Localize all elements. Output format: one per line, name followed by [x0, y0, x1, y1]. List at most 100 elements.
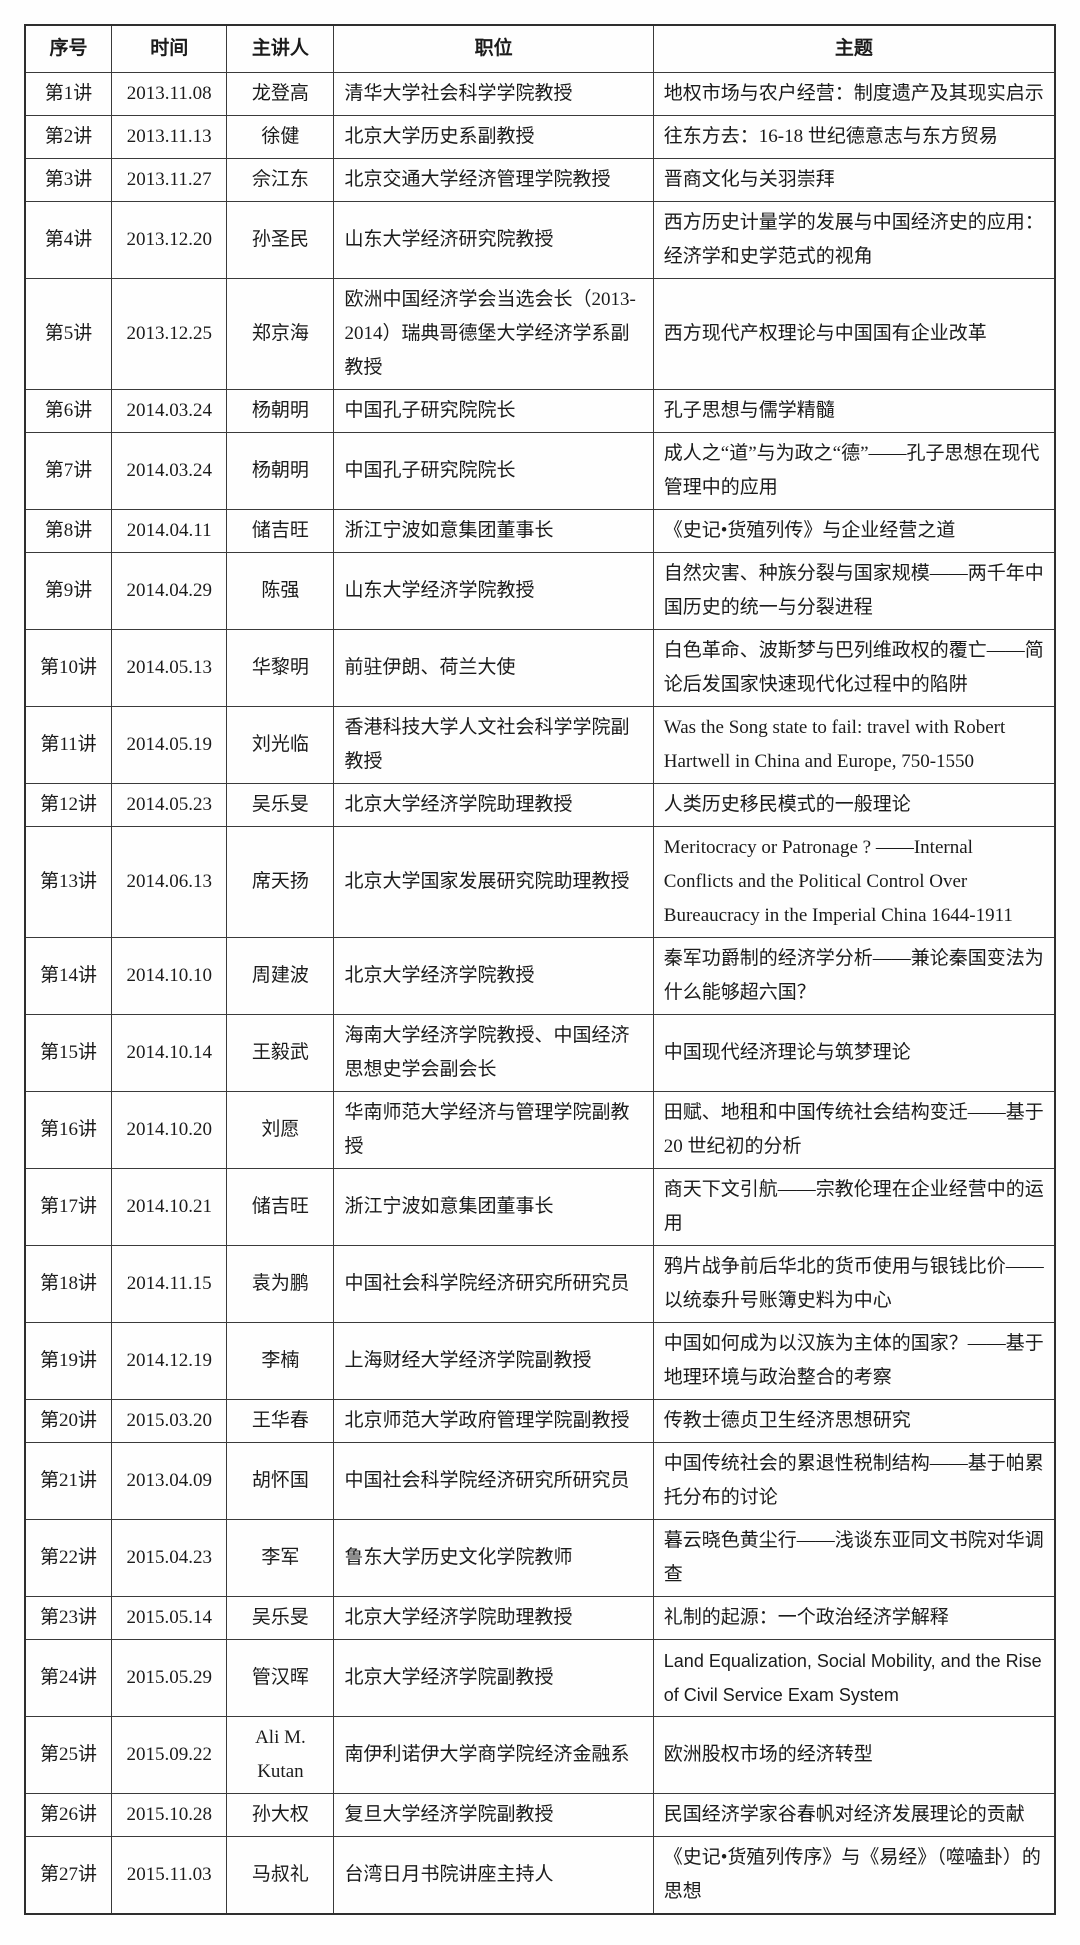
cell-date: 2015.11.03	[111, 1836, 228, 1915]
cell-lecture-no: 第21讲	[24, 1442, 113, 1520]
cell-date: 2014.10.20	[111, 1091, 228, 1169]
cell-topic: 成人之“道”与为政之“德”——孔子思想在现代管理中的应用	[652, 432, 1056, 510]
cell-speaker: 郑京海	[226, 278, 335, 390]
cell-speaker: 杨朝明	[226, 432, 335, 510]
cell-topic: 中国现代经济理论与筑梦理论	[652, 1014, 1056, 1092]
cell-date: 2014.04.29	[111, 552, 228, 630]
cell-date: 2015.03.20	[111, 1399, 228, 1443]
cell-position: 山东大学经济学院教授	[333, 552, 654, 630]
cell-date: 2013.12.25	[111, 278, 228, 390]
cell-speaker: 陈强	[226, 552, 335, 630]
cell-date: 2014.10.10	[111, 937, 228, 1015]
cell-topic: 自然灾害、种族分裂与国家规模——两千年中国历史的统一与分裂进程	[652, 552, 1056, 630]
cell-position: 香港科技大学人文社会科学学院副教授	[333, 706, 654, 784]
header-speaker: 主讲人	[226, 24, 335, 73]
cell-speaker: 王毅武	[226, 1014, 335, 1092]
table-row: 第27讲 2015.11.03 马叔礼 台湾日月书院讲座主持人 《史记•货殖列传…	[24, 1836, 1056, 1915]
cell-topic: 白色革命、波斯梦与巴列维政权的覆亡——简论后发国家快速现代化过程中的陷阱	[652, 629, 1056, 707]
cell-date: 2014.10.21	[111, 1168, 228, 1246]
table-row: 第12讲 2014.05.23 吴乐旻 北京大学经济学院助理教授 人类历史移民模…	[24, 783, 1056, 827]
cell-speaker: 席天扬	[226, 826, 335, 938]
cell-date: 2014.12.19	[111, 1322, 228, 1400]
cell-speaker: 徐健	[226, 115, 335, 159]
cell-lecture-no: 第19讲	[24, 1322, 113, 1400]
cell-lecture-no: 第25讲	[24, 1716, 113, 1794]
table-row: 第1讲 2013.11.08 龙登高 清华大学社会科学学院教授 地权市场与农户经…	[24, 72, 1056, 116]
cell-date: 2014.03.24	[111, 389, 228, 433]
header-date: 时间	[111, 24, 228, 73]
cell-lecture-no: 第12讲	[24, 783, 113, 827]
header-position: 职位	[333, 24, 654, 73]
cell-speaker: 管汉晖	[226, 1639, 335, 1717]
cell-speaker: 吴乐旻	[226, 1596, 335, 1640]
cell-topic: 地权市场与农户经营：制度遗产及其现实启示	[652, 72, 1056, 116]
cell-topic: 欧洲股权市场的经济转型	[652, 1716, 1056, 1794]
table-row: 第26讲 2015.10.28 孙大权 复旦大学经济学院副教授 民国经济学家谷春…	[24, 1793, 1056, 1837]
cell-topic: 中国传统社会的累退性税制结构——基于帕累托分布的讨论	[652, 1442, 1056, 1520]
cell-speaker: 胡怀国	[226, 1442, 335, 1520]
cell-date: 2014.03.24	[111, 432, 228, 510]
cell-topic: 民国经济学家谷春帆对经济发展理论的贡献	[652, 1793, 1056, 1837]
cell-position: 山东大学经济研究院教授	[333, 201, 654, 279]
cell-position: 浙江宁波如意集团董事长	[333, 509, 654, 553]
cell-speaker: 李楠	[226, 1322, 335, 1400]
cell-date: 2014.06.13	[111, 826, 228, 938]
cell-lecture-no: 第6讲	[24, 389, 113, 433]
table-row: 第9讲 2014.04.29 陈强 山东大学经济学院教授 自然灾害、种族分裂与国…	[24, 552, 1056, 630]
cell-date: 2013.11.08	[111, 72, 228, 116]
cell-lecture-no: 第15讲	[24, 1014, 113, 1092]
cell-position: 复旦大学经济学院副教授	[333, 1793, 654, 1837]
table-row: 第6讲 2014.03.24 杨朝明 中国孔子研究院院长 孔子思想与儒学精髓	[24, 389, 1056, 433]
cell-topic: 晋商文化与关羽崇拜	[652, 158, 1056, 202]
table-row: 第16讲 2014.10.20 刘愿 华南师范大学经济与管理学院副教授 田赋、地…	[24, 1091, 1056, 1169]
table-row: 第24讲 2015.05.29 管汉晖 北京大学经济学院副教授 Land Equ…	[24, 1639, 1056, 1717]
cell-position: 海南大学经济学院教授、中国经济思想史学会副会长	[333, 1014, 654, 1092]
cell-speaker: 周建波	[226, 937, 335, 1015]
cell-lecture-no: 第23讲	[24, 1596, 113, 1640]
cell-position: 前驻伊朗、荷兰大使	[333, 629, 654, 707]
cell-date: 2013.04.09	[111, 1442, 228, 1520]
cell-topic: 人类历史移民模式的一般理论	[652, 783, 1056, 827]
cell-lecture-no: 第5讲	[24, 278, 113, 390]
cell-speaker: 李军	[226, 1519, 335, 1597]
cell-speaker: 孙圣民	[226, 201, 335, 279]
cell-date: 2015.05.29	[111, 1639, 228, 1717]
cell-position: 北京大学经济学院副教授	[333, 1639, 654, 1717]
table-row: 第23讲 2015.05.14 吴乐旻 北京大学经济学院助理教授 礼制的起源：一…	[24, 1596, 1056, 1640]
cell-speaker: 储吉旺	[226, 1168, 335, 1246]
cell-position: 北京交通大学经济管理学院教授	[333, 158, 654, 202]
cell-date: 2014.11.15	[111, 1245, 228, 1323]
cell-position: 南伊利诺伊大学商学院经济金融系	[333, 1716, 654, 1794]
cell-date: 2014.05.13	[111, 629, 228, 707]
cell-lecture-no: 第3讲	[24, 158, 113, 202]
header-row: 序号 时间 主讲人 职位 主题	[24, 24, 1056, 73]
cell-lecture-no: 第18讲	[24, 1245, 113, 1323]
cell-position: 北京大学历史系副教授	[333, 115, 654, 159]
cell-lecture-no: 第10讲	[24, 629, 113, 707]
cell-topic: 中国如何成为以汉族为主体的国家？——基于地理环境与政治整合的考察	[652, 1322, 1056, 1400]
cell-topic: Meritocracy or Patronage ? ——Internal Co…	[652, 826, 1056, 938]
table-row: 第4讲 2013.12.20 孙圣民 山东大学经济研究院教授 西方历史计量学的发…	[24, 201, 1056, 279]
cell-lecture-no: 第14讲	[24, 937, 113, 1015]
table-row: 第14讲 2014.10.10 周建波 北京大学经济学院教授 秦军功爵制的经济学…	[24, 937, 1056, 1015]
cell-topic: 秦军功爵制的经济学分析——兼论秦国变法为什么能够超六国？	[652, 937, 1056, 1015]
cell-position: 鲁东大学历史文化学院教师	[333, 1519, 654, 1597]
cell-position: 中国孔子研究院院长	[333, 432, 654, 510]
cell-topic: 鸦片战争前后华北的货币使用与银钱比价——以统泰升号账簿史料为中心	[652, 1245, 1056, 1323]
table-row: 第25讲 2015.09.22 Ali M. Kutan 南伊利诺伊大学商学院经…	[24, 1716, 1056, 1794]
cell-topic: 西方现代产权理论与中国国有企业改革	[652, 278, 1056, 390]
cell-topic: 《史记•货殖列传》与企业经营之道	[652, 509, 1056, 553]
cell-speaker: Ali M. Kutan	[226, 1716, 335, 1794]
cell-topic: 礼制的起源：一个政治经济学解释	[652, 1596, 1056, 1640]
table-row: 第21讲 2013.04.09 胡怀国 中国社会科学院经济研究所研究员 中国传统…	[24, 1442, 1056, 1520]
cell-date: 2014.05.19	[111, 706, 228, 784]
table-row: 第20讲 2015.03.20 王华春 北京师范大学政府管理学院副教授 传教士德…	[24, 1399, 1056, 1443]
table-row: 第7讲 2014.03.24 杨朝明 中国孔子研究院院长 成人之“道”与为政之“…	[24, 432, 1056, 510]
cell-lecture-no: 第27讲	[24, 1836, 113, 1915]
cell-date: 2013.11.27	[111, 158, 228, 202]
cell-position: 台湾日月书院讲座主持人	[333, 1836, 654, 1915]
cell-topic: 往东方去：16-18 世纪德意志与东方贸易	[652, 115, 1056, 159]
cell-lecture-no: 第8讲	[24, 509, 113, 553]
cell-lecture-no: 第9讲	[24, 552, 113, 630]
